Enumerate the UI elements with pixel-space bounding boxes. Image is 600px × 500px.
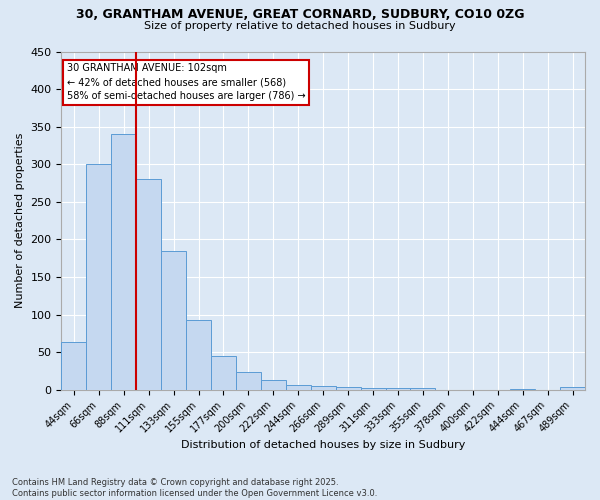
Bar [335, 388, 361, 390]
Bar [161, 250, 186, 390]
Text: Contains HM Land Registry data © Crown copyright and database right 2025.
Contai: Contains HM Land Registry data © Crown c… [12, 478, 377, 498]
Y-axis label: Number of detached properties: Number of detached properties [15, 133, 25, 308]
Bar [311, 386, 335, 390]
Text: 30 GRANTHAM AVENUE: 102sqm
← 42% of detached houses are smaller (568)
58% of sem: 30 GRANTHAM AVENUE: 102sqm ← 42% of deta… [67, 64, 305, 102]
Text: Size of property relative to detached houses in Sudbury: Size of property relative to detached ho… [144, 21, 456, 31]
Bar [236, 372, 261, 390]
Bar [61, 342, 86, 390]
Bar [386, 388, 410, 390]
Bar [560, 388, 585, 390]
Bar [111, 134, 136, 390]
Bar [136, 180, 161, 390]
Bar [286, 385, 311, 390]
Bar [410, 388, 436, 390]
X-axis label: Distribution of detached houses by size in Sudbury: Distribution of detached houses by size … [181, 440, 466, 450]
Bar [211, 356, 236, 390]
Bar [86, 164, 111, 390]
Bar [361, 388, 386, 390]
Bar [186, 320, 211, 390]
Bar [510, 389, 535, 390]
Bar [261, 380, 286, 390]
Text: 30, GRANTHAM AVENUE, GREAT CORNARD, SUDBURY, CO10 0ZG: 30, GRANTHAM AVENUE, GREAT CORNARD, SUDB… [76, 8, 524, 20]
